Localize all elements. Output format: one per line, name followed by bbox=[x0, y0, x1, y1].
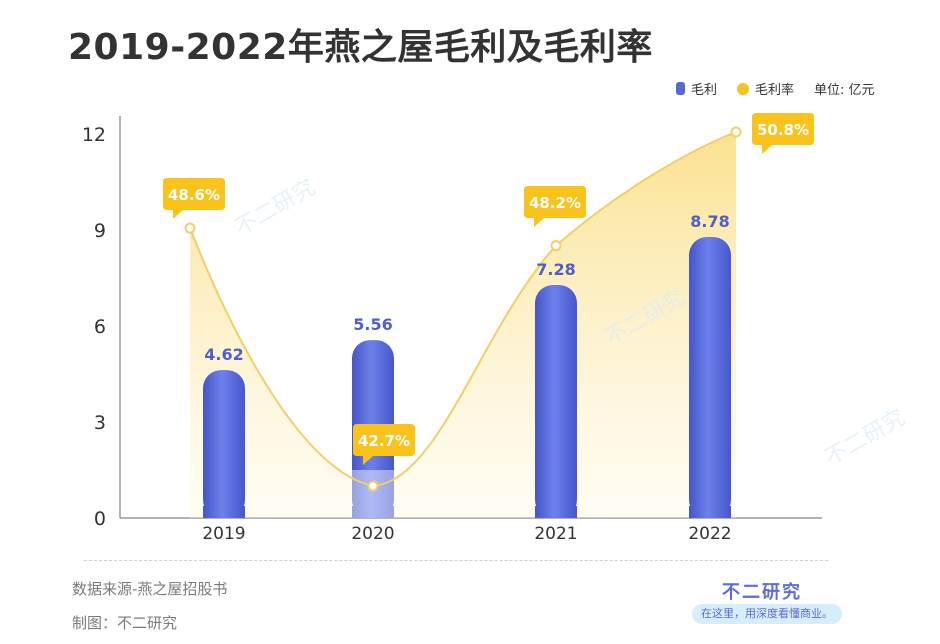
gross-margin-label: 50.8% bbox=[757, 121, 809, 139]
bar-value-label: 7.28 bbox=[536, 260, 575, 279]
gross-margin-point bbox=[184, 222, 196, 234]
footer-divider bbox=[84, 560, 828, 561]
x-tick-label: 2020 bbox=[351, 524, 394, 544]
gross-margin-label: 42.7% bbox=[358, 432, 410, 450]
legend-gross-profit-label: 毛利 bbox=[691, 83, 718, 98]
legend-rate-swatch bbox=[737, 82, 750, 95]
gross-margin-line bbox=[189, 131, 737, 488]
y-tick-label: 6 bbox=[94, 316, 106, 338]
x-tick-label: 2019 bbox=[202, 524, 245, 544]
legend: 毛利 毛利率 单位: 亿元 bbox=[676, 79, 875, 98]
bar-value-label: 5.56 bbox=[353, 315, 392, 334]
gross-profit-bar bbox=[689, 237, 731, 519]
x-tick-label: 2022 bbox=[688, 524, 731, 544]
y-tick-label: 3 bbox=[94, 412, 106, 434]
gross-margin-label: 48.6% bbox=[168, 186, 220, 204]
gross-profit-bar-base bbox=[203, 506, 245, 518]
bar-value-label: 8.78 bbox=[690, 212, 729, 231]
gross-margin-area bbox=[190, 132, 736, 518]
gross-profit-bar-base bbox=[352, 506, 394, 518]
legend-gross-margin-label: 毛利率 bbox=[755, 83, 795, 98]
unit-label: 单位: 亿元 bbox=[814, 83, 875, 98]
gross-margin-point bbox=[367, 480, 379, 492]
brand-name: 不二研究 bbox=[722, 582, 802, 603]
y-tick-label: 12 bbox=[82, 124, 106, 146]
y-tick-label: 9 bbox=[94, 220, 106, 242]
data-source: 数据来源-燕之屋招股书 bbox=[72, 580, 228, 598]
y-tick-label: 0 bbox=[94, 508, 106, 530]
chart-plot: 0 3 6 9 12 2019 2020 2021 2022 4.62 5.56 7.28 8.78 4… bbox=[82, 113, 822, 544]
gross-profit-bar bbox=[535, 285, 577, 518]
x-tick-label: 2021 bbox=[534, 524, 577, 544]
brand-slogan: 在这里，用深度看懂商业。 bbox=[692, 604, 842, 624]
gross-profit-bar bbox=[203, 370, 245, 518]
gross-margin-callout bbox=[163, 178, 225, 219]
gross-margin-label: 48.2% bbox=[529, 194, 581, 212]
gross-margin-point bbox=[550, 240, 562, 252]
gross-margin-callout bbox=[752, 113, 814, 154]
gross-margin-callout bbox=[524, 186, 586, 227]
gross-profit-bar-base bbox=[689, 506, 731, 518]
gross-margin-callout bbox=[353, 424, 415, 465]
gross-profit-bar-base bbox=[535, 506, 577, 518]
gross-margin-point bbox=[730, 126, 742, 138]
bar-overlay bbox=[352, 470, 394, 518]
bar-value-label: 4.62 bbox=[204, 345, 243, 364]
chart-title: 2019-2022年燕之屋毛利及毛利率 bbox=[68, 27, 653, 68]
legend-bar-swatch bbox=[676, 82, 685, 95]
chart-maker: 制图：不二研究 bbox=[72, 614, 178, 632]
